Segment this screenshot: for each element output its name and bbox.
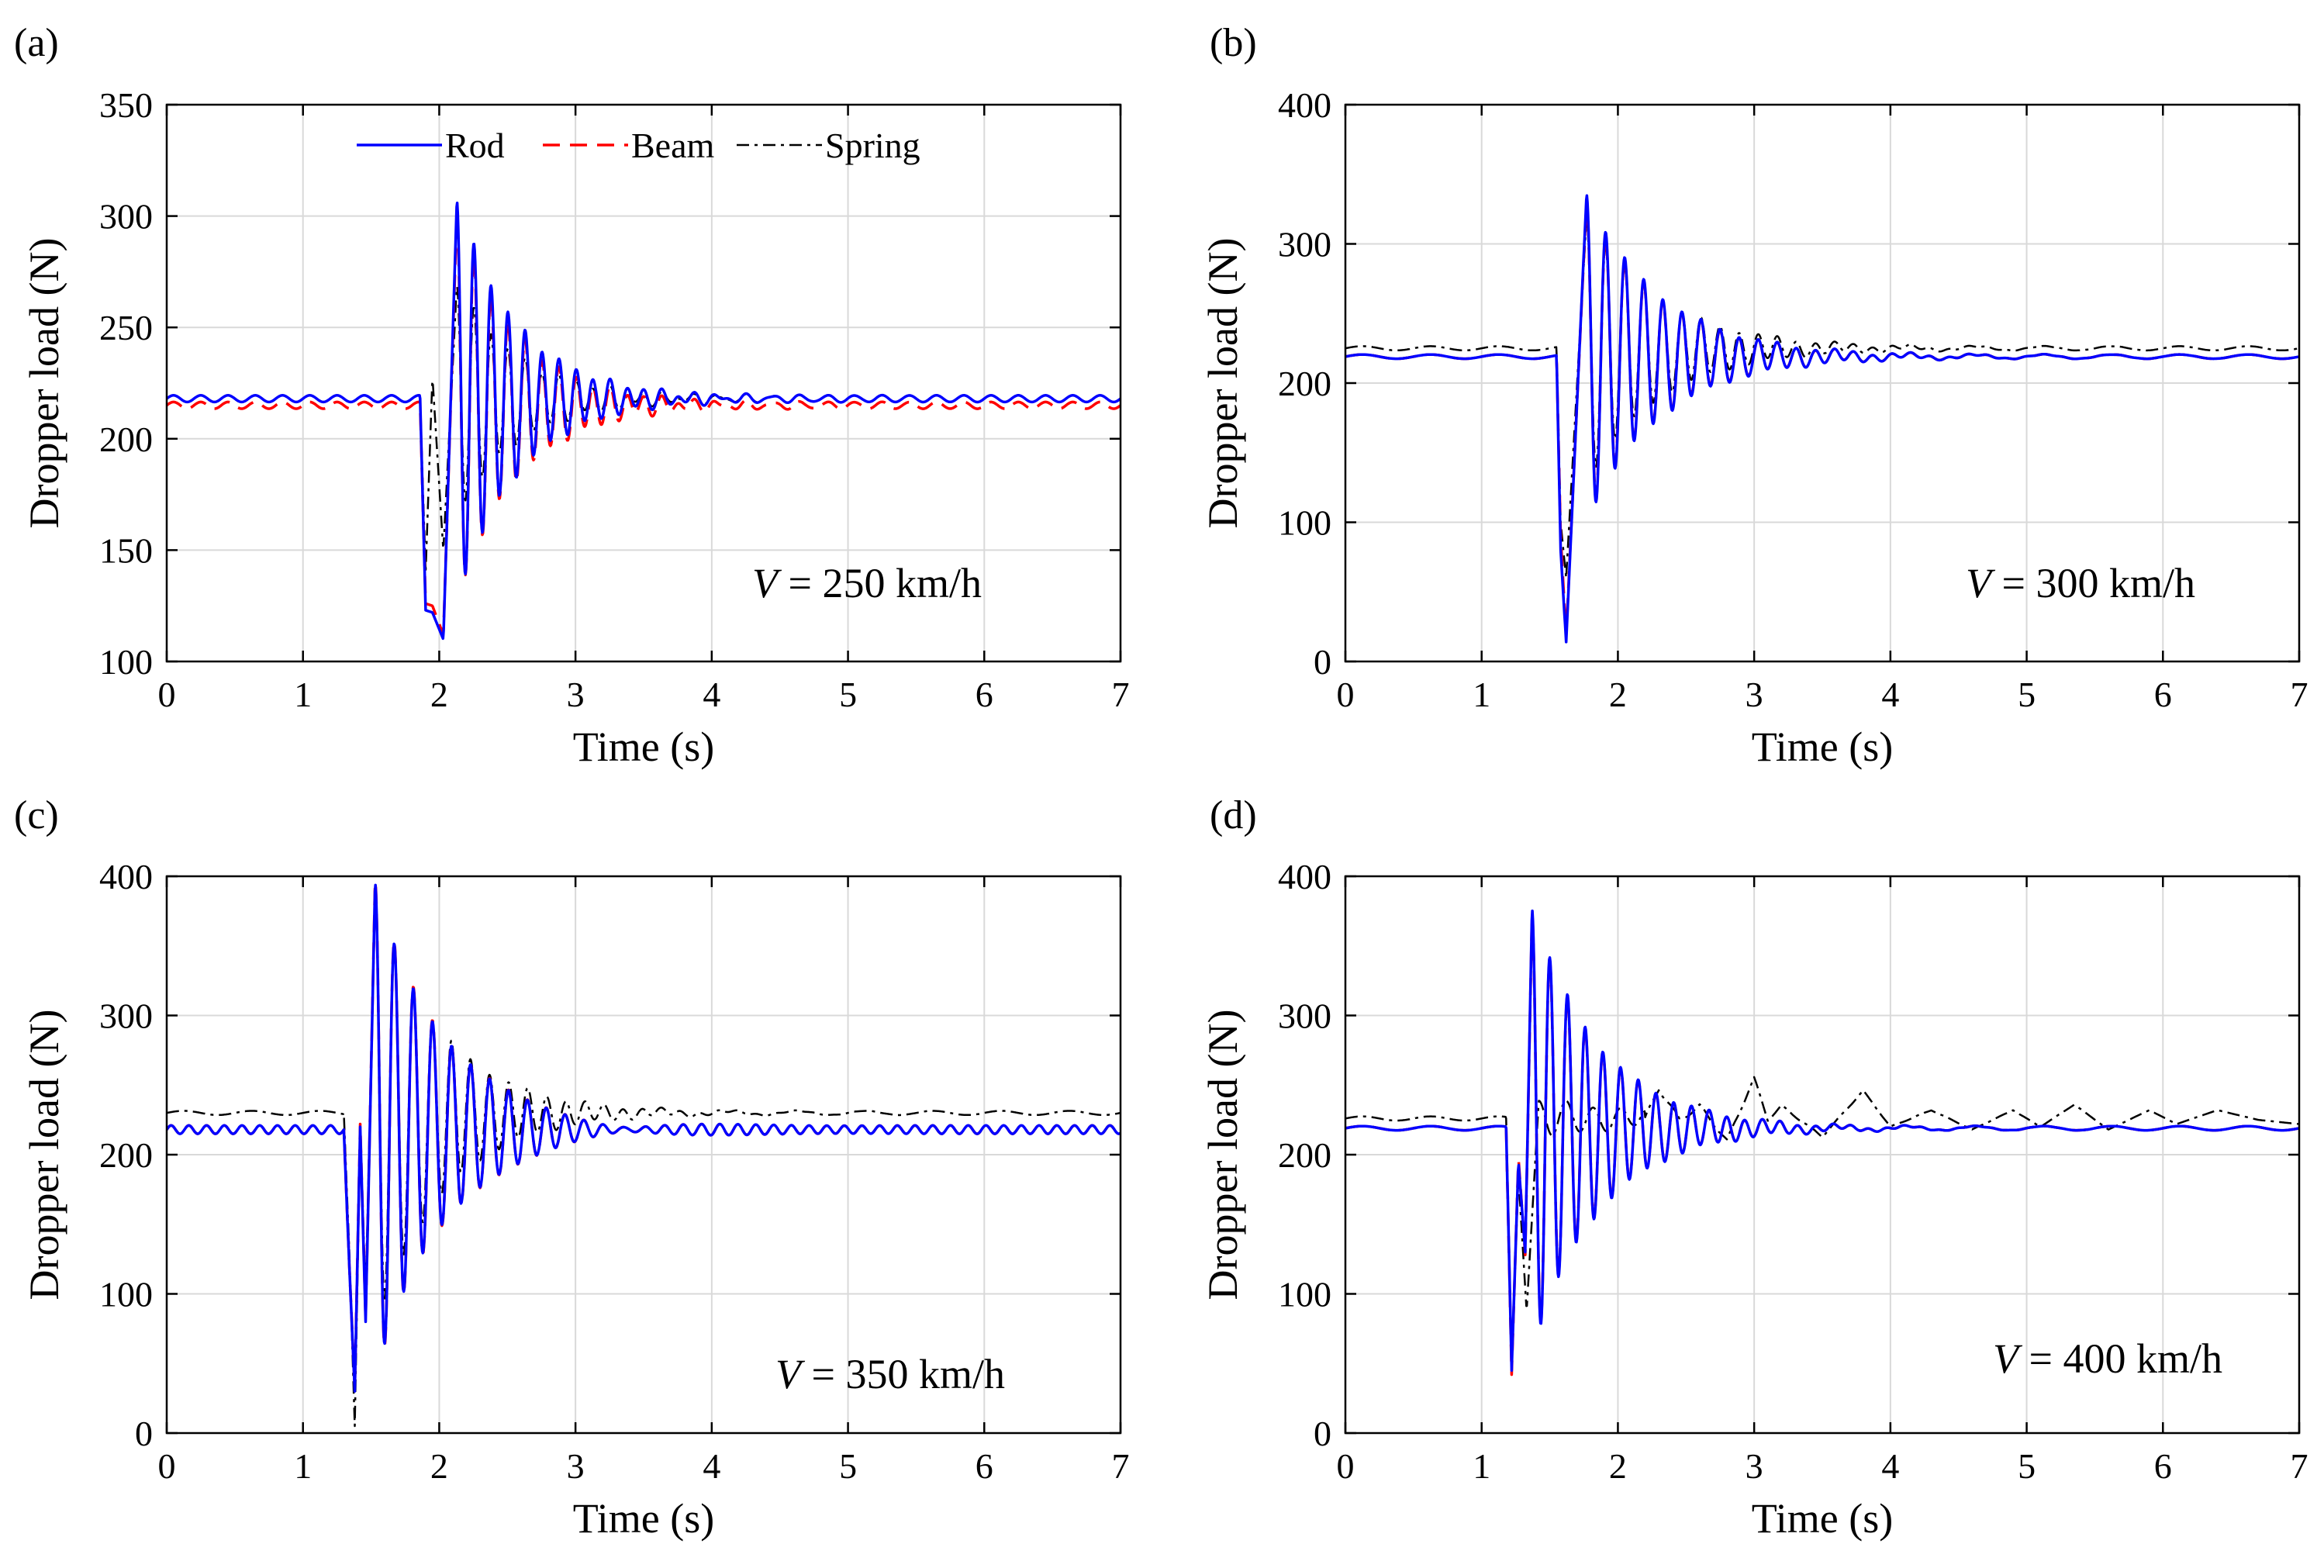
- x-tick-label: 5: [2018, 1446, 2036, 1486]
- series-line-beam: [167, 215, 1121, 636]
- panel-a: 0 1 2 3 4 5 6 7 100 150 200 250 300 350 Time (s) Droppe…: [14, 21, 1130, 770]
- x-tick-label: 5: [839, 675, 857, 714]
- y-axis-label: Dropper load (N): [21, 1010, 67, 1300]
- x-axis-label: Time (s): [573, 1495, 715, 1542]
- x-tick-label: 1: [1473, 675, 1490, 714]
- y-tick-label: 400: [1278, 857, 1331, 896]
- x-tick-label: 5: [2018, 675, 2036, 714]
- x-tick-label: 3: [1746, 1446, 1763, 1486]
- panel-label: (c): [14, 793, 59, 838]
- y-tick-label: 300: [1278, 996, 1331, 1036]
- speed-annotation: V = 250 km/h: [752, 560, 982, 606]
- x-axis-label: Time (s): [1752, 724, 1894, 770]
- panel-label: (a): [14, 21, 59, 65]
- speed-annotation: V = 400 km/h: [1993, 1335, 2222, 1382]
- series-group: [1345, 194, 2299, 644]
- series-group: [1345, 909, 2299, 1376]
- panel-d: 0 1 2 3 4 5 6 7 0 100 200 300 400 Time (s) Dropper loa…: [1200, 793, 2308, 1542]
- x-tick-label: 0: [1337, 1446, 1355, 1486]
- y-tick-label: 200: [99, 420, 153, 459]
- series-line-spring: [167, 896, 1121, 1428]
- x-tick-label: 0: [1337, 675, 1355, 714]
- y-tick-label: 100: [1278, 1275, 1331, 1314]
- x-tick-label: 6: [2154, 675, 2172, 714]
- x-axis-label: Time (s): [1752, 1495, 1894, 1542]
- y-tick-label: 300: [99, 197, 153, 237]
- y-tick-label: 200: [1278, 364, 1331, 403]
- y-tick-label: 200: [99, 1135, 153, 1175]
- x-tick-label: 2: [1609, 675, 1627, 714]
- x-tick-label: 2: [1609, 1446, 1627, 1486]
- x-tick-label: 4: [703, 1446, 720, 1486]
- y-tick-label: 100: [99, 1275, 153, 1314]
- x-tick-label: 6: [2154, 1446, 2172, 1486]
- y-tick-label: 350: [99, 85, 153, 125]
- x-tick-label: 7: [1112, 1446, 1130, 1486]
- x-tick-label: 2: [430, 675, 448, 714]
- speed-annotation: V = 350 km/h: [775, 1351, 1005, 1397]
- series-line-spring: [1345, 1076, 2299, 1365]
- x-tick-label: 4: [703, 675, 720, 714]
- y-tick-label: 0: [1314, 642, 1331, 682]
- x-tick-label: 7: [2291, 675, 2308, 714]
- series-line-rod: [1345, 909, 2299, 1372]
- x-tick-label: 1: [1473, 1446, 1490, 1486]
- y-tick-label: 0: [135, 1414, 153, 1453]
- y-tick-label: 150: [99, 530, 153, 570]
- panel-b: 0 1 2 3 4 5 6 7 0 100 200 300 400 Time (s) Dropper loa…: [1200, 21, 2308, 770]
- x-tick-label: 1: [294, 1446, 312, 1486]
- y-tick-label: 300: [99, 996, 153, 1036]
- x-tick-label: 7: [1112, 675, 1130, 714]
- x-tick-label: 1: [294, 675, 312, 714]
- legend-label-spring: Spring: [825, 126, 920, 165]
- y-axis-label: Dropper load (N): [21, 238, 67, 529]
- x-tick-label: 0: [158, 1446, 176, 1486]
- series-line-rod: [167, 883, 1121, 1393]
- series-group: [167, 201, 1121, 641]
- legend: Rod Beam Spring: [357, 126, 920, 165]
- y-tick-label: 200: [1278, 1135, 1331, 1175]
- x-tick-label: 2: [430, 1446, 448, 1486]
- series-line-spring: [1345, 216, 2299, 579]
- series-line-rod: [1345, 194, 2299, 644]
- x-tick-label: 7: [2291, 1446, 2308, 1486]
- series-line-rod: [167, 201, 1121, 641]
- y-axis-label: Dropper load (N): [1200, 238, 1246, 529]
- x-tick-label: 0: [158, 675, 176, 714]
- x-tick-label: 4: [1881, 675, 1899, 714]
- y-tick-label: 400: [99, 857, 153, 896]
- x-tick-label: 3: [567, 1446, 585, 1486]
- y-tick-label: 250: [99, 308, 153, 347]
- legend-label-rod: Rod: [445, 126, 505, 165]
- panel-label: (b): [1210, 21, 1257, 65]
- x-tick-label: 6: [976, 1446, 993, 1486]
- legend-label-beam: Beam: [631, 126, 715, 165]
- y-tick-label: 300: [1278, 225, 1331, 264]
- y-tick-label: 0: [1314, 1414, 1331, 1453]
- y-tick-label: 400: [1278, 85, 1331, 125]
- x-tick-label: 3: [567, 675, 585, 714]
- x-tick-label: 4: [1881, 1446, 1899, 1486]
- x-tick-label: 6: [976, 675, 993, 714]
- y-tick-label: 100: [1278, 503, 1331, 543]
- speed-annotation: V = 300 km/h: [1966, 560, 2195, 606]
- y-tick-label: 100: [99, 642, 153, 682]
- plot-area: [167, 105, 1121, 661]
- x-tick-label: 3: [1746, 675, 1763, 714]
- series-group: [167, 881, 1121, 1428]
- axes-frame: [165, 103, 1122, 663]
- x-tick-label: 5: [839, 1446, 857, 1486]
- y-axis-label: Dropper load (N): [1200, 1010, 1246, 1300]
- x-axis-label: Time (s): [573, 724, 715, 770]
- panel-label: (d): [1210, 793, 1257, 838]
- panel-c: 0 1 2 3 4 5 6 7 0 100 200 300 400 Time (s) Dropper loa…: [14, 793, 1130, 1542]
